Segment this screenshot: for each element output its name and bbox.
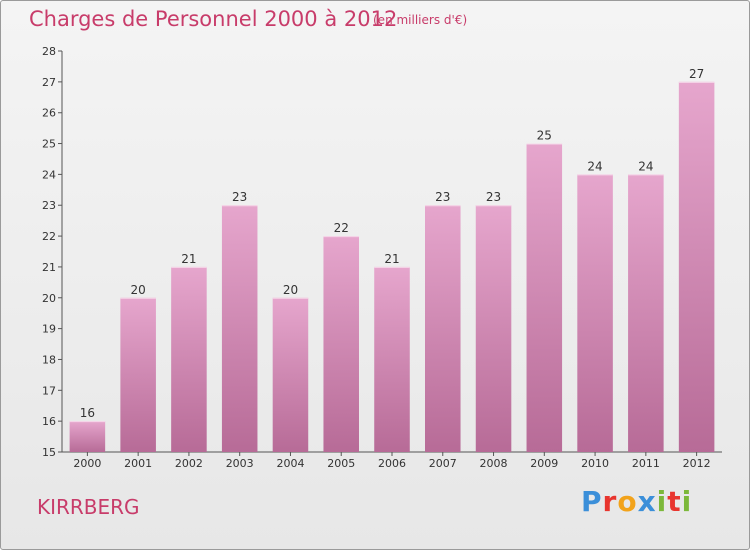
y-axis: 15 16 17 18 19 20 21 22 23 24 25 26 27 28 [42,45,63,459]
bar-value-label: 25 [537,129,552,143]
bar-2009 [526,143,563,453]
x-tick-label: 2004 [276,457,304,470]
bars: 16 20 21 23 20 22 21 23 23 25 24 24 27 [69,67,715,453]
x-tick-label: 2005 [327,457,355,470]
x-tick-label: 2008 [480,457,508,470]
x-tick-label: 2003 [226,457,254,470]
x-tick-label: 2001 [124,457,152,470]
y-tick-label: 22 [42,230,56,243]
x-tick-label: 2002 [175,457,203,470]
bar-value-label: 24 [587,159,602,173]
logo-letter: i [681,485,693,518]
bar-2006 [374,266,410,452]
bar-value-label: 16 [80,406,95,420]
y-tick-label: 26 [42,107,56,120]
bar-value-label: 23 [232,190,247,204]
x-tick-label: 2010 [581,457,609,470]
logo-letter: x [637,485,657,518]
bar-2007 [425,205,461,452]
x-axis: 2000 2001 2002 2003 2004 2005 2006 2007 2008 2009… [62,451,722,470]
bar-value-label: 22 [334,221,349,235]
bar-value-label: 23 [435,190,450,204]
y-tick-label: 19 [42,323,56,336]
y-tick-label: 27 [42,76,56,89]
place-name: KIRRBERG [37,495,140,519]
logo-letter: t [667,485,682,518]
logo-letter: o [617,485,638,518]
bar-2011 [628,174,664,452]
chart-subtitle: (en milliers d'€) [373,13,468,27]
bar-value-label: 21 [181,252,196,266]
bar-value-label: 27 [689,67,704,81]
bar-2002 [171,266,207,452]
y-tick-label: 17 [42,384,56,397]
bar-2005 [323,236,359,452]
logo-letter: i [656,485,668,518]
y-tick-label: 28 [42,45,56,58]
y-tick-label: 18 [42,353,56,366]
bar-2001 [120,297,156,452]
x-tick-label: 2012 [683,457,711,470]
bar-2010 [577,174,613,452]
bar-value-label: 20 [283,283,298,297]
bar-2004 [272,297,309,452]
bar-value-label: 23 [486,190,501,204]
chart-title: Charges de Personnel 2000 à 2012 [29,7,398,31]
proxiti-logo[interactable]: Proxiti [581,485,692,518]
x-tick-label: 2007 [429,457,457,470]
x-tick-label: 2006 [378,457,406,470]
x-tick-label: 2011 [632,457,660,470]
bar-value-label: 21 [384,252,399,266]
bar-2012 [678,81,715,452]
logo-letter: r [602,485,618,518]
y-tick-label: 24 [42,168,56,181]
bar-2000 [69,421,106,452]
y-tick-label: 16 [42,415,56,428]
x-tick-label: 2000 [73,457,101,470]
y-tick-label: 23 [42,199,56,212]
y-tick-label: 21 [42,261,56,274]
bar-2003 [221,205,258,452]
y-tick-label: 15 [42,446,56,459]
logo-letter: P [581,485,603,518]
bar-value-label: 20 [131,283,146,297]
y-tick-label: 20 [42,292,56,305]
bar-value-label: 24 [638,159,653,173]
x-tick-label: 2009 [530,457,558,470]
bar-2008 [475,205,512,452]
y-tick-label: 25 [42,138,56,151]
